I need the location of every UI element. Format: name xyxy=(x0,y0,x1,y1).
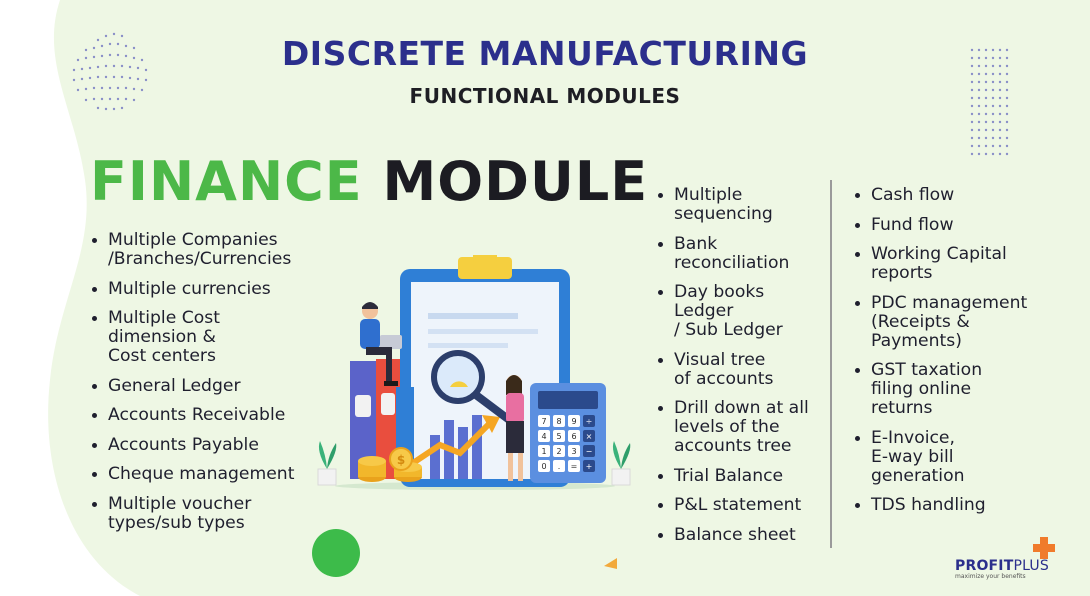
calculator-key-label: 5 xyxy=(556,432,561,441)
plant-icon xyxy=(317,441,631,486)
feature-item: Bank reconciliation xyxy=(656,234,809,273)
calculator-key xyxy=(583,445,595,457)
dot-pattern-left xyxy=(72,32,148,111)
feature-item: Day books Ledger / Sub Ledger xyxy=(656,283,809,340)
module-heading: FINANCE MODULE xyxy=(90,150,648,213)
feature-item: Accounts Payable xyxy=(90,435,294,455)
calculator-key xyxy=(553,415,565,427)
feature-item: Fund flow xyxy=(853,215,1027,235)
dot-pattern-right xyxy=(970,48,1009,156)
feature-item: Cheque management xyxy=(90,465,294,484)
feature-item: E-Invoice, E-way bill generation xyxy=(853,428,1027,486)
calculator-key xyxy=(568,460,580,472)
feature-item: P&L statement xyxy=(656,496,809,515)
logo-name-bold: PROFIT xyxy=(955,558,1014,574)
calculator-icon: 7 8 9 ÷ 4 5 6 × 1 2 3 − 0. = + xyxy=(530,383,606,483)
calculator-key xyxy=(583,430,595,442)
calculator-key-label: + xyxy=(586,462,593,471)
calculator-key xyxy=(538,430,550,442)
businesswoman-icon xyxy=(506,375,524,481)
profitplus-logo-icon xyxy=(1033,537,1055,559)
logo-name-rest: PLUS xyxy=(1013,558,1049,574)
calculator-key xyxy=(538,460,550,472)
growth-arrow-icon xyxy=(407,415,500,479)
feature-item: Multiple Companies/Branches/Currencies xyxy=(90,231,294,269)
green-circle-decoration xyxy=(312,529,360,577)
profitplus-logo: PROFITPLUS maximize your benefits xyxy=(955,558,1049,580)
calculator-key xyxy=(538,445,550,457)
feature-item: Accounts Receivable xyxy=(90,406,294,425)
page-title: DISCRETE MANUFACTURING xyxy=(281,34,809,73)
calculator-key-label: 7 xyxy=(541,417,546,426)
column-divider xyxy=(830,180,832,548)
feature-item: Multiple Cost dimension & Cost centers xyxy=(90,309,294,366)
calculator-key xyxy=(538,415,550,427)
calculator-key-label: 6 xyxy=(571,432,576,441)
calculator-key-label: 2 xyxy=(556,447,561,456)
feature-item: Cash flow xyxy=(853,186,1027,205)
page-subtitle: FUNCTIONAL MODULES xyxy=(409,84,681,108)
orange-triangle-decoration xyxy=(604,558,617,569)
calculator-key-label: − xyxy=(586,447,593,456)
finance-illustration: $ 7 8 9 ÷ 4 5 6 × 1 2 3 − 0. = + xyxy=(317,255,631,490)
feature-item: Drill down at all levels of the accounts t… xyxy=(656,399,809,456)
feature-item: Trial Balance xyxy=(656,466,809,486)
module-heading-word2: MODULE xyxy=(382,150,649,213)
feature-item: Multiple voucher types/sub types xyxy=(90,494,294,533)
calculator-key-label: = xyxy=(571,462,578,471)
calculator-key xyxy=(553,445,565,457)
calculator-key-label: ÷ xyxy=(586,417,593,426)
feature-list-right: Cash flow Fund flow Working Capital reports… xyxy=(853,186,1027,526)
calculator-key xyxy=(568,430,580,442)
calculator-key-label: 3 xyxy=(571,447,576,456)
calculator-key xyxy=(583,460,595,472)
feature-item: PDC management (Receipts & Payments) xyxy=(853,293,1027,351)
feature-list-left: Multiple Companies/Branches/Currencies Mu… xyxy=(90,231,294,543)
feature-item: Balance sheet xyxy=(656,525,809,545)
feature-item: Working Capital reports xyxy=(853,245,1027,283)
calculator-key-label: 8 xyxy=(556,417,561,426)
svg-text:$: $ xyxy=(397,453,405,467)
feature-item: Multiple sequencing xyxy=(656,186,809,224)
coins-icon: $ xyxy=(358,447,422,482)
calculator-key xyxy=(553,430,565,442)
calculator-key-label: 9 xyxy=(571,417,576,426)
feature-list-middle: Multiple sequencing Bank reconciliation Day … xyxy=(656,186,809,555)
feature-item: General Ledger xyxy=(90,376,294,396)
calculator-key-label: 0 xyxy=(541,462,546,471)
logo-tagline: maximize your benefits xyxy=(955,573,1026,580)
calculator-key-label: 4 xyxy=(541,432,546,441)
calculator-key-label: . xyxy=(558,462,561,471)
calculator-key xyxy=(583,415,595,427)
calculator-key-label: × xyxy=(586,432,593,441)
calculator-key-label: 1 xyxy=(541,447,546,456)
calculator-key xyxy=(553,460,565,472)
module-heading-word1: FINANCE xyxy=(90,150,363,213)
businessman-icon xyxy=(360,302,402,386)
calculator-key xyxy=(568,445,580,457)
calculator-key xyxy=(568,415,580,427)
feature-item: TDS handling xyxy=(853,496,1027,515)
feature-item: Multiple currencies xyxy=(90,279,294,299)
feature-item: GST taxation filing online returns xyxy=(853,361,1027,418)
feature-item: Visual tree of accounts xyxy=(656,350,809,389)
